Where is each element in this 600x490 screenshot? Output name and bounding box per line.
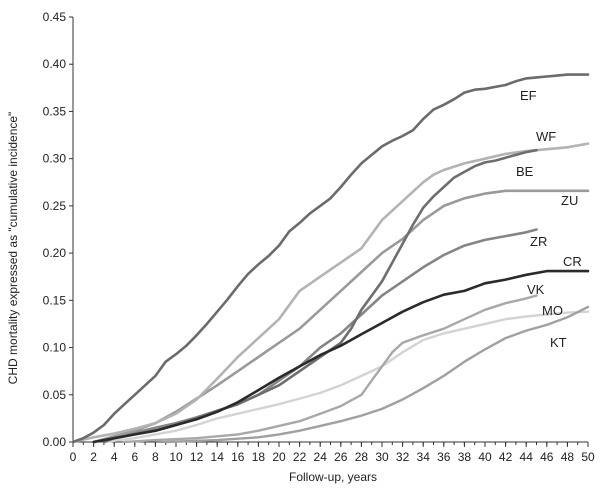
series-line-cr — [92, 269, 590, 444]
y-axis: 0.00 0.05 0.10 0.15 0.20 0.25 0.30 0.35 0.40 0.45 — [43, 10, 74, 449]
series-label-zu: ZU — [561, 193, 578, 208]
series-line-be — [102, 148, 538, 444]
x-tick-label: 34 — [417, 450, 431, 464]
x-tick-label: 36 — [437, 450, 451, 464]
series-labels: EF WF BE ZU ZR CR VK MO KT — [516, 88, 582, 350]
x-tick-label: 6 — [131, 450, 138, 464]
x-tick-label: 44 — [520, 450, 534, 464]
x-axis: 0 2 4 6 8 10 12 14 16 18 20 22 24 26 28 30 32 34 36 38 40 42 4… — [70, 441, 595, 464]
series-label-cr: CR — [563, 254, 582, 269]
x-tick-label: 42 — [499, 450, 513, 464]
series-label-wf: WF — [536, 129, 556, 144]
x-tick-label: 8 — [152, 450, 159, 464]
x-tick-label: 40 — [478, 450, 492, 464]
y-tick-label: 0.15 — [43, 293, 67, 307]
x-tick-label: 26 — [334, 450, 348, 464]
x-tick-label: 24 — [314, 450, 328, 464]
x-tick-label: 38 — [458, 450, 472, 464]
x-tick-label: 0 — [70, 450, 77, 464]
x-tick-label: 20 — [272, 450, 286, 464]
x-tick-label: 14 — [211, 450, 225, 464]
series-line-ef — [71, 73, 590, 444]
series-label-vk: VK — [527, 282, 545, 297]
y-tick-label: 0.40 — [43, 57, 67, 71]
x-tick-label: 46 — [540, 450, 554, 464]
x-tick-label: 28 — [355, 450, 369, 464]
y-tick-label: 0.45 — [43, 10, 67, 24]
x-tick-label: 30 — [375, 450, 389, 464]
y-tick-label: 0.30 — [43, 152, 67, 166]
y-tick-label: 0.10 — [43, 341, 67, 355]
series-label-kt: KT — [550, 335, 567, 350]
x-tick-label: 22 — [293, 450, 307, 464]
y-tick-label: 0.00 — [43, 435, 67, 449]
y-tick-label: 0.05 — [43, 388, 67, 402]
series-label-mo: MO — [542, 303, 563, 318]
y-axis-title: CHD mortality expressed as "cumulative i… — [6, 112, 20, 385]
x-tick-label: 16 — [231, 450, 245, 464]
y-tick-label: 0.20 — [43, 246, 67, 260]
series-line-vk — [123, 294, 538, 444]
series-line-mo — [102, 310, 590, 444]
x-tick-label: 32 — [396, 450, 410, 464]
series-label-zr: ZR — [530, 234, 547, 249]
x-tick-label: 4 — [111, 450, 118, 464]
series-line-zr — [92, 228, 538, 444]
x-tick-label: 2 — [90, 450, 97, 464]
series-label-be: BE — [516, 164, 534, 179]
series-line-wf — [71, 142, 590, 444]
y-tick-label: 0.35 — [43, 104, 67, 118]
x-tick-label: 18 — [252, 450, 266, 464]
x-axis-title: Follow-up, years — [289, 470, 377, 484]
series-lines — [71, 73, 590, 444]
y-tick-label: 0.25 — [43, 199, 67, 213]
series-label-ef: EF — [520, 88, 537, 103]
x-tick-label: 10 — [169, 450, 183, 464]
x-tick-label: 50 — [581, 450, 595, 464]
x-tick-label: 48 — [561, 450, 575, 464]
x-tick-label: 12 — [190, 450, 204, 464]
series-line-zu — [92, 189, 590, 444]
series-line-kt — [164, 305, 590, 444]
